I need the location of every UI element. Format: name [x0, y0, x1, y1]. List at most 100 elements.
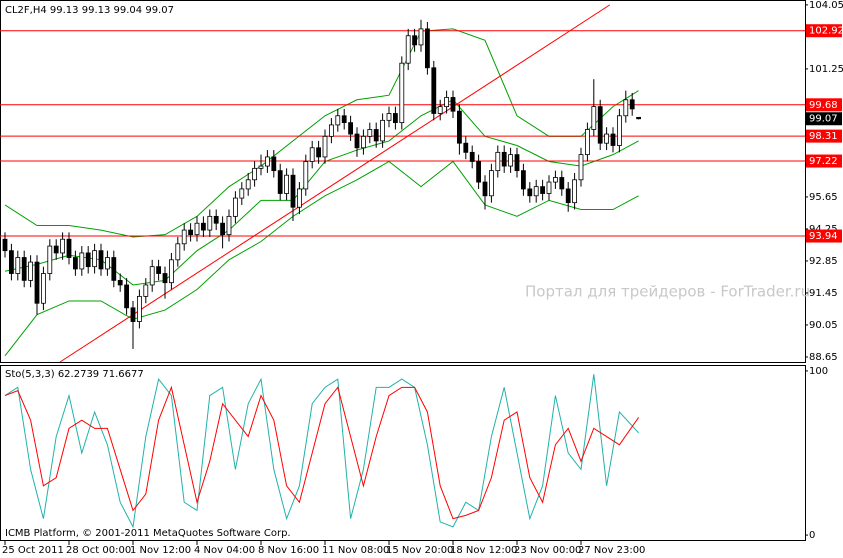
- candle-body: [124, 284, 129, 309]
- candle-body: [175, 243, 181, 261]
- main-frame: [0, 0, 806, 363]
- level-label: 93.94: [809, 231, 838, 242]
- candle-body: [28, 261, 34, 281]
- candle-body: [277, 170, 283, 194]
- candle-body: [335, 115, 341, 126]
- candle-body: [105, 257, 110, 270]
- candle-body: [143, 284, 149, 297]
- candle-body: [604, 133, 609, 144]
- level-label: 99.68: [809, 100, 838, 111]
- candle-body: [636, 116, 641, 120]
- candle-body: [591, 106, 597, 130]
- candle-body: [271, 156, 277, 172]
- candle-body: [501, 151, 507, 167]
- candle-body: [559, 177, 565, 190]
- candle-body: [117, 279, 123, 286]
- indicator-line: [4, 374, 639, 529]
- candle-body: [585, 129, 590, 156]
- candle-body: [405, 35, 411, 64]
- candle-body: [264, 156, 270, 167]
- candle-body: [188, 229, 194, 236]
- candle-body: [181, 229, 187, 245]
- candle-body: [360, 135, 366, 149]
- x-tick-label: 23 Nov 00:00: [514, 545, 581, 556]
- indicator-line: [4, 385, 640, 520]
- candle-body: [149, 266, 155, 286]
- candle-body: [521, 170, 526, 190]
- y-tick-label: 100: [809, 366, 828, 377]
- candle-body: [8, 250, 14, 274]
- y-tick-label: 91.45: [809, 288, 838, 299]
- candle-body: [553, 177, 558, 183]
- candle-body: [514, 154, 520, 172]
- x-tick-label: 28 Oct 00:00: [66, 545, 131, 556]
- level-label: 97.22: [809, 156, 838, 167]
- y-tick-label: 104.05: [809, 0, 843, 11]
- candle-body: [2, 238, 8, 252]
- candle-body: [572, 179, 577, 204]
- y-tick-label: 90.05: [809, 320, 838, 331]
- candle-body: [565, 188, 571, 204]
- y-tick-label: 92.85: [809, 256, 838, 267]
- candle-body: [578, 154, 584, 181]
- candle-body: [348, 122, 354, 135]
- candle-body: [232, 197, 238, 217]
- candle-body: [207, 215, 213, 231]
- candle-body: [85, 252, 91, 268]
- level-label-box: [806, 129, 842, 143]
- indicator-frame: [0, 365, 806, 541]
- candle-body: [226, 215, 232, 236]
- candle-body: [450, 97, 456, 112]
- x-tick-label: 8 Nov 16:00: [258, 545, 319, 556]
- candle-body: [437, 106, 443, 114]
- candle-body: [252, 167, 258, 181]
- candle-body: [508, 154, 514, 167]
- candle-body: [258, 165, 264, 169]
- candle-body: [200, 222, 206, 231]
- band-upper: [4, 28, 639, 238]
- candle-body: [316, 147, 322, 158]
- candle-body: [303, 161, 309, 190]
- candle-body: [162, 273, 168, 284]
- y-tick-label: 101.25: [809, 64, 843, 75]
- level-label-box: [806, 154, 842, 168]
- price-label-box: [806, 112, 842, 126]
- candle-body: [527, 188, 533, 197]
- candle-body: [73, 257, 78, 270]
- candle-body: [239, 188, 245, 199]
- level-label-box: [806, 98, 842, 112]
- chart-title: CL2F,H4 99.13 99.13 99.04 99.07: [5, 5, 174, 16]
- candle-body: [15, 257, 21, 274]
- candle-body: [456, 110, 462, 144]
- candle-body: [533, 186, 539, 197]
- candle-body: [79, 252, 85, 270]
- candle-body: [431, 67, 437, 114]
- x-tick-label: 4 Nov 04:00: [194, 545, 255, 556]
- x-tick-label: 27 Nov 23:00: [578, 545, 645, 556]
- candle-body: [66, 238, 72, 258]
- candle-body: [284, 174, 290, 194]
- candle-body: [53, 245, 59, 254]
- level-label: 102.92: [809, 26, 843, 37]
- candle-body: [629, 99, 635, 110]
- trendline: [59, 4, 611, 363]
- candle-body: [130, 307, 136, 322]
- y-tick-label: 94.25: [809, 224, 838, 235]
- price-label: 99.07: [809, 114, 838, 125]
- candle-body: [418, 28, 424, 46]
- candle-body: [597, 106, 603, 144]
- indicator-title: Sto(5,3,3) 62.2739 71.6677: [5, 369, 144, 380]
- candle-body: [546, 181, 552, 194]
- candle-body: [168, 259, 174, 284]
- candle-body: [328, 124, 334, 137]
- candle-body: [309, 147, 315, 162]
- candle-body: [194, 222, 200, 236]
- candle-body: [245, 179, 251, 190]
- candle-body: [386, 113, 392, 121]
- x-tick-label: 18 Nov 12:00: [450, 545, 517, 556]
- candle-body: [424, 28, 430, 69]
- candle-body: [380, 119, 386, 142]
- candle-body: [444, 97, 450, 108]
